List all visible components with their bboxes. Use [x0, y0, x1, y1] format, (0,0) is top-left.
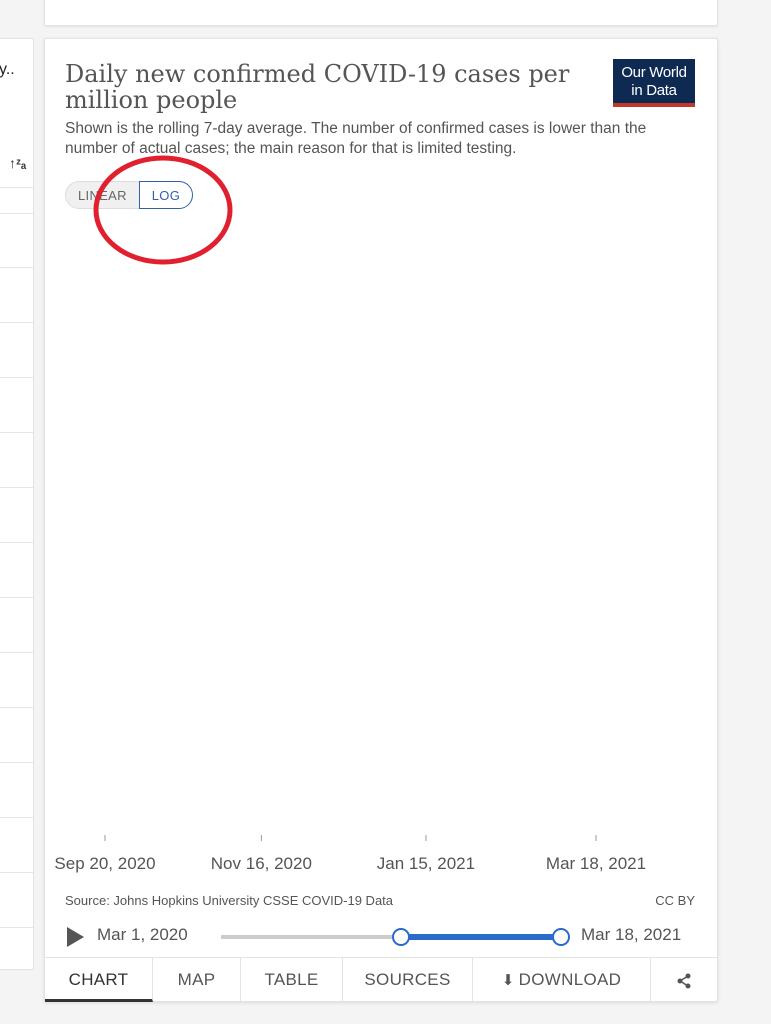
source-note[interactable]: Source: Johns Hopkins University CSSE CO…	[65, 893, 394, 908]
download-icon: ⬇	[501, 972, 515, 989]
side-panel-row[interactable]	[0, 432, 33, 433]
side-panel-row[interactable]	[0, 187, 33, 188]
tab-chart[interactable]: CHART	[45, 958, 153, 1002]
share-icon	[677, 973, 691, 989]
side-panel-row[interactable]	[0, 872, 33, 873]
chart-tabs: CHART MAP TABLE SOURCES ⬇ DOWNLOAD	[45, 957, 717, 1002]
side-panel-row[interactable]	[0, 213, 33, 214]
side-panel-row[interactable]	[0, 927, 33, 928]
side-panel-row[interactable]	[0, 542, 33, 543]
side-panel-row[interactable]	[0, 267, 33, 268]
tab-download[interactable]: ⬇ DOWNLOAD	[473, 958, 651, 1002]
previous-card	[44, 0, 718, 26]
chart-card: Daily new confirmed COVID-19 cases per m…	[44, 38, 718, 1002]
side-panel: y.. ↑ᶻₐ	[0, 38, 34, 970]
x-tick-label: Sep 20, 2020	[54, 854, 155, 873]
logo-line-2: in Data	[631, 82, 677, 99]
timeline-end-label: Mar 18, 2021	[581, 925, 682, 944]
side-panel-row[interactable]	[0, 762, 33, 763]
timeline-start-label: Mar 1, 2020	[97, 925, 188, 944]
chart-title: Daily new confirmed COVID-19 cases per m…	[65, 60, 570, 114]
sort-az-icon[interactable]: ↑ᶻₐ	[9, 155, 27, 171]
timeline-selected-range[interactable]	[401, 934, 561, 940]
annotation-circle-log	[93, 155, 233, 265]
play-icon[interactable]	[67, 927, 84, 947]
logo-line-1: Our World	[621, 64, 687, 81]
timeline-slider: Mar 1, 2020 Mar 18, 2021	[65, 923, 695, 949]
x-tick-label: Nov 16, 2020	[211, 854, 312, 873]
tab-table[interactable]: TABLE	[241, 958, 343, 1002]
side-panel-row[interactable]	[0, 652, 33, 653]
license-label[interactable]: CC BY	[655, 893, 695, 908]
side-panel-row[interactable]	[0, 377, 33, 378]
side-panel-row[interactable]	[0, 817, 33, 818]
side-panel-row[interactable]	[0, 597, 33, 598]
timeline-start-handle[interactable]	[392, 928, 411, 946]
tab-download-label: DOWNLOAD	[518, 970, 622, 989]
side-panel-row[interactable]	[0, 322, 33, 323]
side-panel-truncated-text[interactable]: y..	[0, 61, 15, 78]
chart-subtitle: Shown is the rolling 7-day average. The …	[65, 120, 647, 157]
share-button[interactable]	[651, 958, 717, 1002]
scale-toggle: LINEAR LOG	[65, 181, 194, 209]
side-panel-row[interactable]	[0, 707, 33, 708]
x-tick-label: Mar 18, 2021	[546, 854, 646, 873]
timeline-track[interactable]	[221, 935, 561, 939]
tab-sources[interactable]: SOURCES	[343, 958, 473, 1002]
linear-scale-button[interactable]: LINEAR	[65, 181, 139, 209]
timeline-end-handle[interactable]	[552, 928, 570, 946]
line-chart: 8090100200300400500600700800Sep 20, 2020…	[54, 155, 646, 873]
owid-logo[interactable]: Our World in Data	[613, 59, 695, 107]
tab-map[interactable]: MAP	[153, 958, 241, 1002]
side-panel-row[interactable]	[0, 487, 33, 488]
x-tick-label: Jan 15, 2021	[377, 854, 475, 873]
log-scale-button[interactable]: LOG	[138, 181, 194, 209]
